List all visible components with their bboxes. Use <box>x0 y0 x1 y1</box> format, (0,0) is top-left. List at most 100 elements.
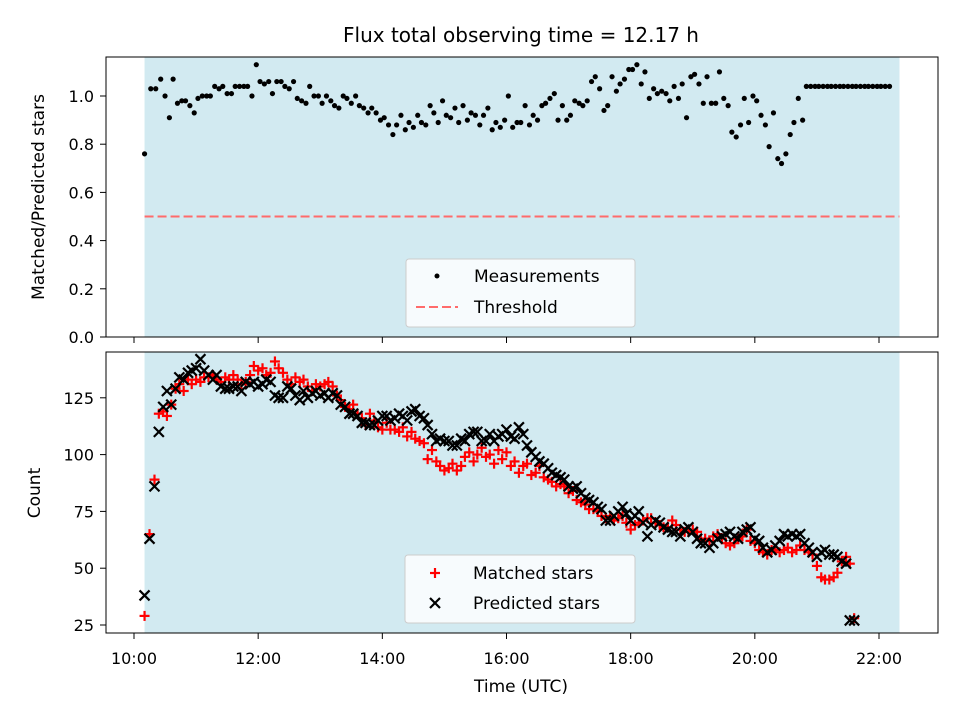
measurement-point <box>564 117 570 123</box>
matched-star-point <box>513 467 524 478</box>
matched-star-point <box>257 363 268 374</box>
measurement-point <box>865 83 872 89</box>
x-tick-label: 20:00 <box>732 649 778 668</box>
measurement-point <box>166 115 172 121</box>
matched-star-point <box>468 456 479 467</box>
measurement-point <box>737 122 744 128</box>
measurement-point <box>365 110 371 116</box>
predicted-star-point <box>823 548 836 561</box>
predicted-star-point <box>844 614 856 627</box>
predicted-star-point <box>376 410 389 422</box>
measurement-point <box>303 100 309 106</box>
predicted-star-point <box>686 526 699 538</box>
measurement-point <box>153 86 159 92</box>
measurement-point <box>638 81 644 87</box>
x-tick-label: 10:00 <box>111 649 157 668</box>
predicted-star-point <box>620 507 633 520</box>
predicted-star-point <box>343 407 356 420</box>
measurement-point <box>729 129 735 135</box>
count-y-tick-label: 100 <box>63 446 94 465</box>
matched-star-point <box>364 408 375 419</box>
measurement-point <box>468 110 474 116</box>
measurement-point <box>431 110 437 116</box>
measurement-point <box>651 86 657 92</box>
predicted-star-point <box>848 614 860 627</box>
chart-title: Flux total observing time = 12.17 h <box>343 23 699 47</box>
matched-star-point <box>327 381 338 392</box>
measurement-point <box>331 103 338 109</box>
matched-star-point <box>530 467 541 478</box>
matched-star-point <box>489 458 500 469</box>
predicted-star-point <box>364 419 376 431</box>
measurement-point <box>828 83 834 89</box>
predicted-star-point <box>409 403 422 415</box>
measurement-point <box>356 103 362 109</box>
measurement-point <box>559 103 565 109</box>
measurement-point <box>212 83 218 89</box>
ratio-y-tick-label: 0.4 <box>69 232 94 251</box>
matched-star-point <box>406 426 417 437</box>
matched-star-point <box>447 458 458 469</box>
predicted-star-point <box>446 439 459 452</box>
predicted-star-point <box>143 532 156 545</box>
measurement-point <box>141 151 148 157</box>
threshold-legend-label: Threshold <box>473 298 558 318</box>
predicted-star-point <box>773 535 786 547</box>
measurement-point <box>158 76 164 82</box>
ratio-panel: 0.0 0.2 0.4 0.6 0.8 1.0 Matched/Predicted sta… <box>29 56 939 347</box>
measurement-point <box>646 95 652 102</box>
predicted-legend-marker <box>429 597 441 609</box>
measurement-point <box>328 98 334 104</box>
measurement-point <box>547 95 553 102</box>
measurement-point <box>294 95 300 102</box>
measurement-point <box>700 100 706 106</box>
matched-star-point <box>139 610 150 621</box>
ratio-y-axis: 0.0 0.2 0.4 0.6 0.8 1.0 <box>69 87 106 347</box>
predicted-star-point <box>356 417 368 429</box>
measurement-point <box>576 100 582 106</box>
measurement-point <box>377 117 384 123</box>
predicted-star-point <box>264 376 277 388</box>
measurement-point <box>493 119 499 126</box>
measurement-point <box>204 93 210 99</box>
measurement-point <box>713 100 719 106</box>
measurement-point <box>514 119 520 126</box>
predicted-star-point <box>695 537 707 549</box>
measurement-point <box>220 83 226 89</box>
measurement-point <box>716 69 723 75</box>
matched-star-point <box>149 474 160 485</box>
matched-star-point <box>509 456 520 467</box>
measurement-point <box>800 117 806 123</box>
predicted-star-point <box>418 412 430 425</box>
measurement-point <box>480 112 487 118</box>
measurements-legend-label: Measurements <box>474 267 600 287</box>
count-y-tick-label: 125 <box>63 389 94 408</box>
measurement-point <box>249 93 255 99</box>
predicted-star-point <box>148 480 161 493</box>
predicted-star-point <box>483 428 496 440</box>
measurement-point <box>373 110 379 116</box>
measurement-point <box>361 105 367 111</box>
predicted-star-point <box>157 401 169 413</box>
measurement-point <box>588 78 595 85</box>
predicted-star-point <box>138 589 151 602</box>
measurement-point <box>477 122 483 128</box>
measurement-point <box>162 93 168 99</box>
measurement-point <box>381 115 387 121</box>
measurement-point <box>539 103 545 109</box>
measurement-point <box>518 119 524 126</box>
measurement-point <box>174 100 181 106</box>
matched-legend-label: Matched stars <box>473 564 593 584</box>
predicted-star-point <box>277 392 289 404</box>
measurement-point <box>572 98 578 104</box>
predicted-star-point <box>570 480 583 493</box>
measurement-point <box>841 83 847 89</box>
measurement-point <box>385 122 392 128</box>
measurement-point <box>472 112 479 118</box>
measurement-point <box>708 100 714 106</box>
ratio-y-tick-label: 0.0 <box>69 328 94 347</box>
predicted-star-point <box>558 473 571 486</box>
measurement-point <box>775 156 781 162</box>
measurement-point <box>663 90 669 97</box>
predicted-star-point <box>459 435 471 447</box>
